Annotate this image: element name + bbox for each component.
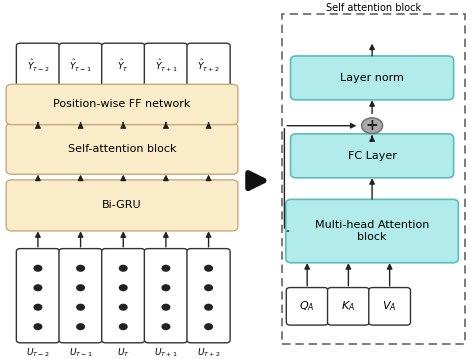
Text: $U_{T+1}$: $U_{T+1}$	[154, 346, 178, 359]
FancyBboxPatch shape	[6, 180, 238, 231]
Circle shape	[34, 265, 42, 271]
Circle shape	[205, 324, 212, 330]
Text: Bi-GRU: Bi-GRU	[102, 200, 142, 210]
Text: Layer norm: Layer norm	[340, 73, 404, 83]
FancyBboxPatch shape	[144, 43, 187, 88]
FancyBboxPatch shape	[144, 248, 187, 343]
Text: Self-attention block: Self-attention block	[68, 144, 176, 154]
Circle shape	[34, 304, 42, 310]
Circle shape	[162, 285, 170, 290]
Text: $\hat{Y}_T$: $\hat{Y}_T$	[117, 57, 129, 74]
Text: FC Layer: FC Layer	[347, 151, 397, 161]
FancyBboxPatch shape	[101, 43, 145, 88]
FancyBboxPatch shape	[328, 288, 369, 325]
Text: $\hat{Y}_{T+2}$: $\hat{Y}_{T+2}$	[197, 57, 220, 74]
FancyBboxPatch shape	[6, 123, 238, 174]
FancyBboxPatch shape	[291, 56, 454, 100]
Circle shape	[119, 304, 127, 310]
Circle shape	[162, 304, 170, 310]
FancyBboxPatch shape	[286, 199, 458, 263]
Circle shape	[162, 265, 170, 271]
FancyBboxPatch shape	[59, 248, 102, 343]
Circle shape	[77, 265, 84, 271]
Circle shape	[162, 324, 170, 330]
FancyBboxPatch shape	[59, 43, 102, 88]
Text: Position-wise FF network: Position-wise FF network	[54, 99, 191, 109]
FancyBboxPatch shape	[101, 248, 145, 343]
FancyBboxPatch shape	[187, 248, 230, 343]
FancyBboxPatch shape	[6, 84, 238, 125]
Text: +: +	[366, 118, 378, 133]
Text: $V_A$: $V_A$	[383, 299, 397, 313]
Text: $U_{T-2}$: $U_{T-2}$	[26, 346, 50, 359]
Circle shape	[119, 265, 127, 271]
Text: $Q_A$: $Q_A$	[300, 299, 315, 313]
Bar	[282, 14, 465, 344]
Circle shape	[34, 324, 42, 330]
Circle shape	[205, 265, 212, 271]
FancyBboxPatch shape	[17, 43, 60, 88]
Text: $\hat{Y}_{T-1}$: $\hat{Y}_{T-1}$	[69, 57, 92, 74]
Circle shape	[205, 285, 212, 290]
Circle shape	[205, 304, 212, 310]
FancyBboxPatch shape	[286, 288, 328, 325]
Text: $U_{T-1}$: $U_{T-1}$	[69, 346, 92, 359]
Circle shape	[77, 285, 84, 290]
Circle shape	[77, 304, 84, 310]
Text: $K_A$: $K_A$	[341, 299, 356, 313]
FancyBboxPatch shape	[291, 134, 454, 178]
Text: $\hat{Y}_{T+1}$: $\hat{Y}_{T+1}$	[155, 57, 177, 74]
Text: $\hat{Y}_{T-2}$: $\hat{Y}_{T-2}$	[27, 57, 49, 74]
FancyBboxPatch shape	[17, 248, 60, 343]
Circle shape	[119, 324, 127, 330]
Text: Self attention block: Self attention block	[326, 3, 421, 13]
Circle shape	[77, 324, 84, 330]
Circle shape	[362, 118, 383, 134]
Text: $U_{T}$: $U_{T}$	[117, 346, 130, 359]
FancyBboxPatch shape	[187, 43, 230, 88]
Circle shape	[34, 285, 42, 290]
FancyBboxPatch shape	[369, 288, 410, 325]
Text: $U_{T+2}$: $U_{T+2}$	[197, 346, 220, 359]
Circle shape	[119, 285, 127, 290]
Text: Multi-head Attention
block: Multi-head Attention block	[315, 220, 429, 242]
